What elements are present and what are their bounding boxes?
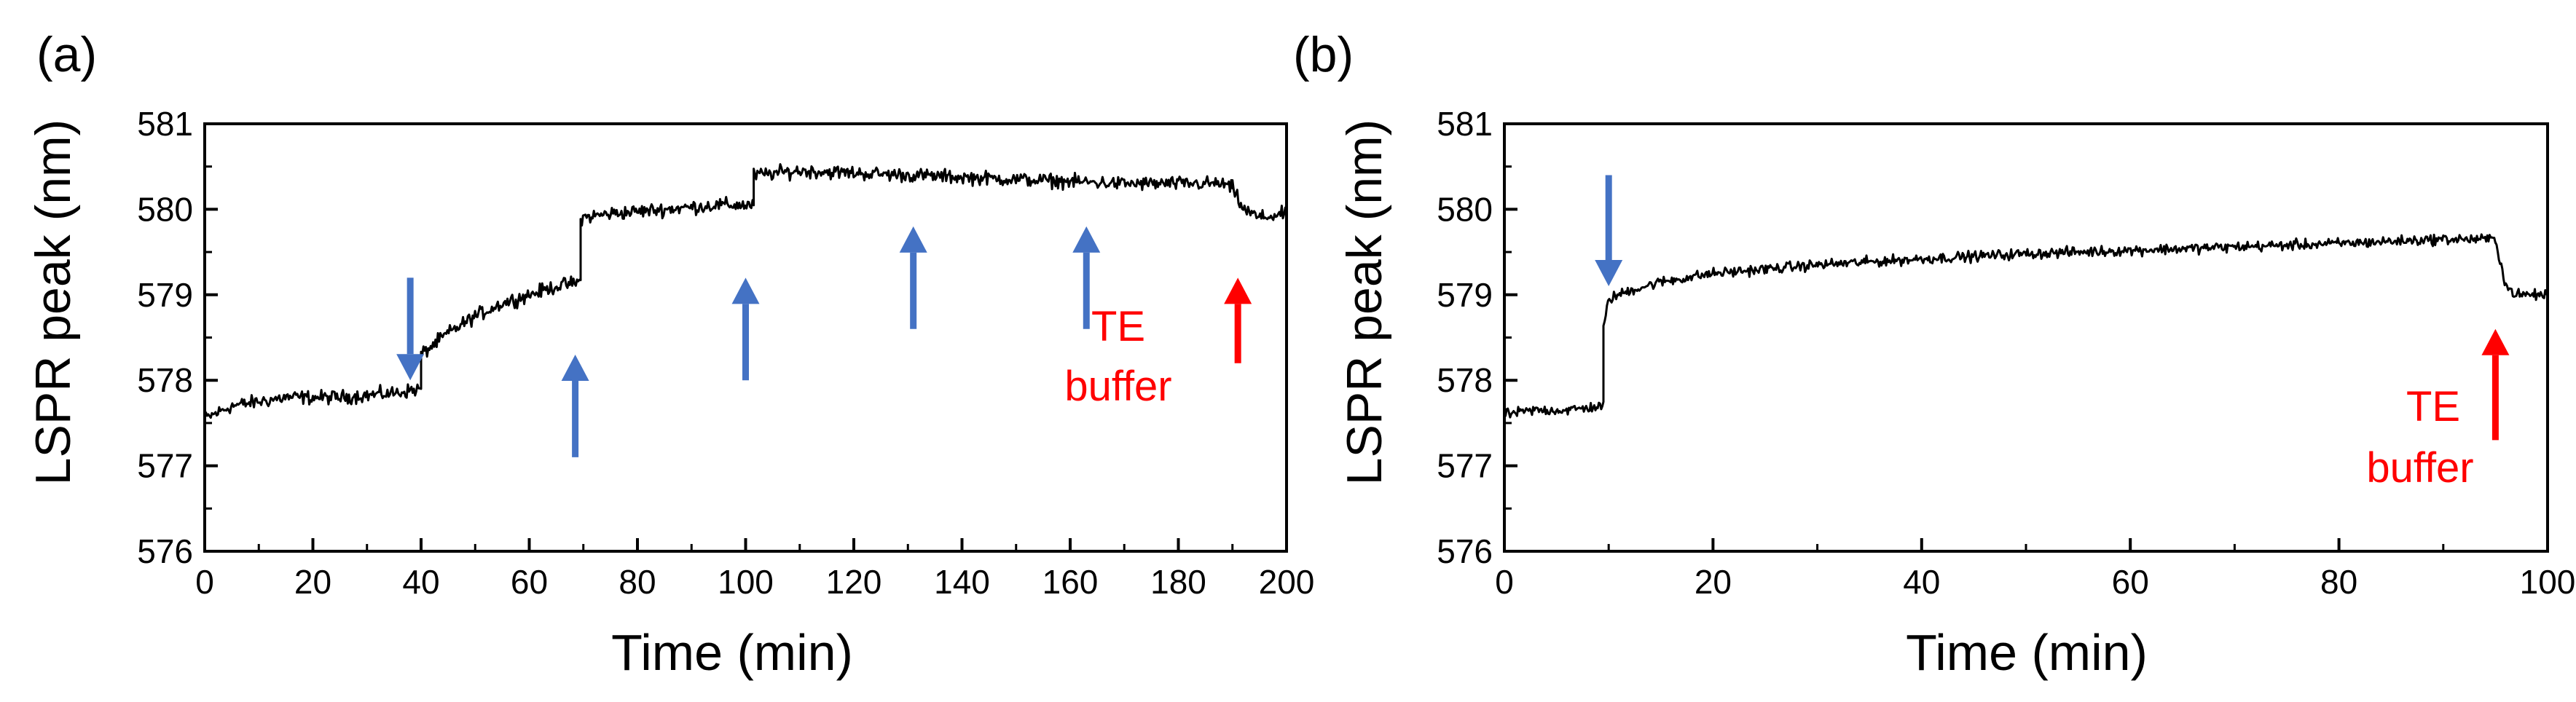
x-tick-label: 100 — [2520, 563, 2576, 601]
arrow-up-icon — [1072, 226, 1101, 329]
series-line — [203, 163, 1288, 419]
arrow-up-icon — [1224, 277, 1252, 363]
y-tick-label: 578 — [137, 361, 193, 399]
x-tick-label: 120 — [826, 563, 882, 601]
x-tick-label: 0 — [1495, 563, 1514, 601]
y-tick-label: 577 — [1437, 447, 1493, 485]
y-tick-label: 580 — [137, 190, 193, 228]
x-axis-label: Time (min) — [611, 624, 853, 681]
y-tick-label: 578 — [1437, 361, 1493, 399]
arrow-up-icon — [899, 226, 927, 329]
y-tick-label: 577 — [137, 447, 193, 485]
x-tick-label: 100 — [718, 563, 774, 601]
tick-layer: 0 20 40 60 80 100 120 140 160 180 200 576 577 578 579 5… — [137, 105, 1314, 601]
te-buffer-label: TE buffer — [1064, 303, 1171, 410]
y-axis-label: LSPR peak (nm) — [1337, 119, 1392, 486]
y-tick-label: 576 — [137, 532, 193, 570]
y-tick-label: 576 — [1437, 532, 1493, 570]
y-tick-label: 579 — [1437, 276, 1493, 314]
x-tick-label: 60 — [511, 563, 548, 601]
plot-frame — [203, 122, 1288, 553]
x-tick-label: 180 — [1150, 563, 1206, 601]
x-tick-label: 60 — [2112, 563, 2149, 601]
annotation-layer — [396, 226, 1252, 457]
x-tick-label: 20 — [294, 563, 331, 601]
te-buffer-label-line1: TE — [2406, 383, 2460, 430]
plot-frame — [1503, 122, 2549, 553]
panel-label: (b) — [1293, 27, 1354, 82]
arrow-up-icon — [731, 277, 760, 381]
x-tick-label: 0 — [195, 563, 214, 601]
x-tick-label: 200 — [1259, 563, 1315, 601]
x-tick-label: 80 — [619, 563, 656, 601]
arrow-down-icon — [396, 277, 425, 381]
y-tick-label: 581 — [137, 105, 193, 143]
annotation-layer — [1595, 175, 2510, 441]
te-buffer-label-line1: TE — [1091, 303, 1145, 350]
panel-a: (a) LSPR peak (nm) Time (min) 0 20 40 60 80 1… — [25, 27, 1314, 681]
arrow-up-icon — [2481, 328, 2510, 441]
x-tick-label: 40 — [402, 563, 439, 601]
x-tick-label: 40 — [1903, 563, 1940, 601]
data-layer — [203, 163, 1288, 419]
panel-label: (a) — [36, 27, 97, 82]
te-buffer-label-line2: buffer — [1064, 363, 1171, 410]
panel-b: (b) LSPR peak (nm) Time (min) 0 20 40 60 80 1… — [1293, 27, 2575, 681]
series-line — [1503, 233, 2548, 419]
y-tick-label: 580 — [1437, 190, 1493, 228]
x-tick-label: 80 — [2320, 563, 2357, 601]
y-axis-label: LSPR peak (nm) — [25, 119, 81, 486]
te-buffer-label: TE buffer — [2366, 383, 2473, 492]
te-buffer-label-line2: buffer — [2366, 444, 2473, 492]
arrow-up-icon — [561, 354, 589, 457]
y-tick-label: 581 — [1437, 105, 1493, 143]
y-tick-label: 579 — [137, 276, 193, 314]
x-tick-label: 140 — [934, 563, 990, 601]
x-tick-label: 160 — [1042, 563, 1099, 601]
x-axis-label: Time (min) — [1906, 624, 2148, 681]
x-tick-label: 20 — [1695, 563, 1732, 601]
tick-layer: 0 20 40 60 80 100 576 577 578 579 580 581 — [1437, 105, 2575, 601]
data-layer — [1503, 233, 2548, 419]
arrow-down-icon — [1595, 175, 1623, 287]
